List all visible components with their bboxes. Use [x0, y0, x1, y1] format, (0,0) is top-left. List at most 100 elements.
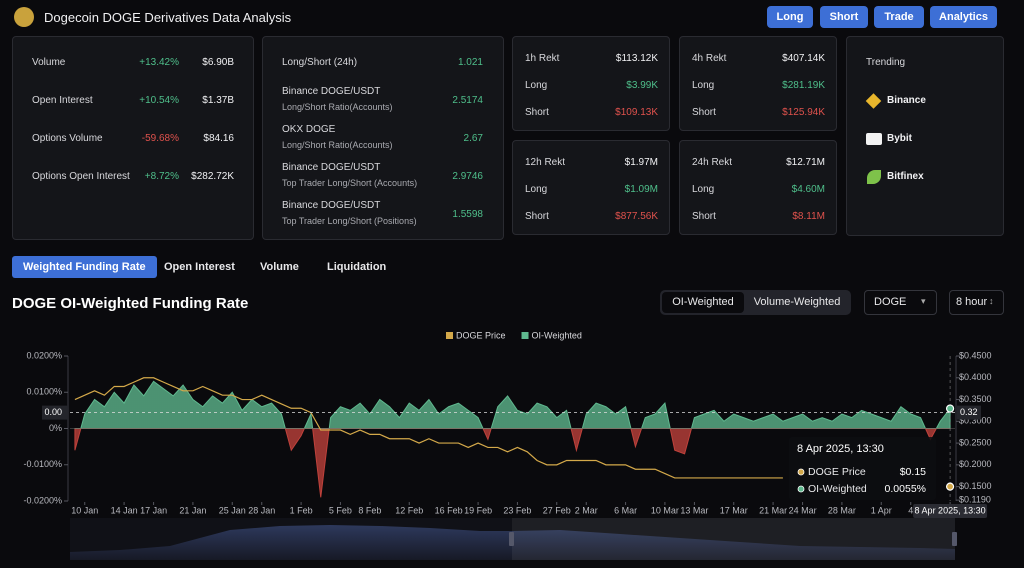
crosshair-left-label: 0.00 [44, 407, 62, 417]
tooltip-name: DOGE Price [808, 466, 866, 478]
legend-swatch [521, 332, 529, 339]
x-tick-label: 1 Apr [871, 505, 892, 515]
stat-change: +8.72% [144, 171, 179, 182]
rekt-row-label: Short [692, 211, 716, 222]
crosshair-label-bg [957, 405, 981, 420]
x-tick-label: 2 Mar [575, 505, 598, 515]
x-tick-label: 28 Jan [248, 505, 275, 515]
select-value[interactable]: 8 hour [956, 296, 988, 308]
rekt-card: 12h Rekt $1.97M Long $1.09M Short $877.56K [512, 140, 670, 235]
stats-card: Volume +13.42% $6.90B Open Interest +10.54% $… [12, 36, 254, 240]
x-tick-label: 21 Jan [179, 505, 206, 515]
rekt-title: 12h Rekt [525, 157, 566, 168]
ratio-label: OKX DOGE [282, 124, 336, 135]
y-tick-label: -0.0200% [23, 495, 62, 505]
rekt-card: 24h Rekt $12.71M Long $4.60M Short $8.11M [679, 140, 837, 235]
stat-change: -59.68% [141, 133, 179, 144]
rekt-row-label: Short [692, 107, 716, 118]
x-tick-label: 8 Feb [358, 505, 381, 515]
section-title: DOGE OI-Weighted Funding Rate [12, 295, 249, 312]
rekt-row-value: $1.09M [624, 184, 658, 195]
navigator-window[interactable] [512, 518, 955, 560]
ratio-card: Long/Short (24h) 1.021 Binance DOGE/USDT Lo… [262, 36, 504, 240]
ratio-sublabel: Long/Short Ratio(Accounts) [282, 102, 393, 112]
y2-tick-label: $0.1500 [959, 481, 992, 491]
stat-value: $282.72K [191, 171, 234, 182]
ratio-sublabel: Top Trader Long/Short (Positions) [282, 216, 417, 226]
rekt-row-label: Long [525, 184, 548, 195]
x-tick-label: 12 Feb [395, 505, 423, 515]
stat-change: +13.42% [139, 57, 179, 68]
select[interactable] [949, 290, 1004, 315]
rekt-row-label: Short [525, 211, 549, 222]
ratio-value: 1.021 [457, 57, 483, 68]
y-tick-label: 0.0100% [26, 387, 62, 397]
rekt-total: $407.14K [782, 53, 825, 64]
y-tick-label: -0.0100% [23, 459, 62, 469]
y2-tick-label: $0.1190 [959, 495, 991, 505]
rekt-card: 4h Rekt $407.14K Long $281.19K Short $125.94K [679, 36, 837, 131]
x-tick-label: 25 Jan [219, 505, 246, 515]
toggle-option[interactable]: Volume-Weighted [753, 296, 841, 308]
rekt-row-value: $8.11M [792, 211, 825, 222]
tab[interactable]: Liquidation [327, 261, 387, 273]
x-tick-label: 24 Mar [789, 505, 817, 515]
stat-label: Options Open Interest [32, 171, 130, 182]
rekt-title: 24h Rekt [692, 157, 733, 168]
header-button[interactable]: Analytics [930, 6, 997, 28]
select[interactable] [864, 290, 937, 315]
rekt-row-value: $877.56K [615, 211, 658, 222]
tooltip-dot [797, 468, 805, 476]
rekt-row-label: Long [525, 80, 548, 91]
x-tick-label: 1 Feb [290, 505, 313, 515]
rekt-row-label: Long [692, 184, 715, 195]
ratio-label: Binance DOGE/USDT [282, 86, 381, 97]
tab[interactable]: Open Interest [164, 261, 235, 273]
exchange-name[interactable]: Bitfinex [887, 171, 924, 182]
rekt-row-value: $3.99K [626, 80, 658, 91]
stat-value: $1.37B [202, 95, 234, 106]
exchange-icon [866, 133, 882, 145]
x-tick-label: 17 Jan [140, 505, 167, 515]
rekt-title: 1h Rekt [525, 53, 560, 64]
rekt-row-value: $4.60M [791, 184, 825, 195]
x-tick-label: 23 Feb [503, 505, 531, 515]
tab[interactable]: Weighted Funding Rate [12, 256, 157, 278]
y2-tick-label: $0.3500 [959, 394, 992, 404]
rekt-row-value: $281.19K [782, 80, 825, 91]
stat-change: +10.54% [139, 95, 179, 106]
exchange-name[interactable]: Binance [887, 95, 926, 106]
select-value[interactable]: DOGE [874, 296, 907, 308]
exchange-name[interactable]: Bybit [887, 133, 912, 144]
tab[interactable]: Volume [260, 261, 299, 273]
ratio-value: 2.67 [463, 133, 483, 144]
navigator-handle[interactable] [509, 532, 514, 546]
y2-tick-label: $0.4000 [959, 372, 992, 382]
x-tick-label: 28 Mar [828, 505, 856, 515]
toggle-option[interactable]: OI-Weighted [662, 292, 744, 313]
tooltip-name: OI-Weighted [808, 483, 867, 495]
rekt-row-label: Long [692, 80, 715, 91]
page-title: Dogecoin DOGE Derivatives Data Analysis [44, 10, 292, 25]
stat-label: Options Volume [32, 133, 103, 144]
header-button[interactable]: Trade [874, 6, 924, 28]
navigator-handle[interactable] [952, 532, 957, 546]
y-tick-label: 0.0200% [26, 350, 62, 360]
point-marker [945, 404, 955, 413]
y2-tick-label: $0.2500 [959, 437, 992, 447]
ratio-label: Binance DOGE/USDT [282, 200, 381, 211]
crosshair-right-label: 0.32 [960, 407, 978, 417]
point-marker [945, 482, 955, 491]
rekt-title: 4h Rekt [692, 53, 727, 64]
crosshair-label-bg [42, 405, 68, 420]
stat-label: Open Interest [32, 95, 93, 106]
exchange-icon [867, 170, 881, 184]
y2-tick-label: $0.3000 [959, 416, 992, 426]
header-button[interactable]: Short [820, 6, 868, 28]
ratio-label: Binance DOGE/USDT [282, 162, 381, 173]
x-tick-label: 13 Mar [680, 505, 708, 515]
select-caret: ↕ [989, 296, 994, 306]
header-button[interactable]: Long [767, 6, 813, 28]
rekt-total: $12.71M [786, 157, 825, 168]
